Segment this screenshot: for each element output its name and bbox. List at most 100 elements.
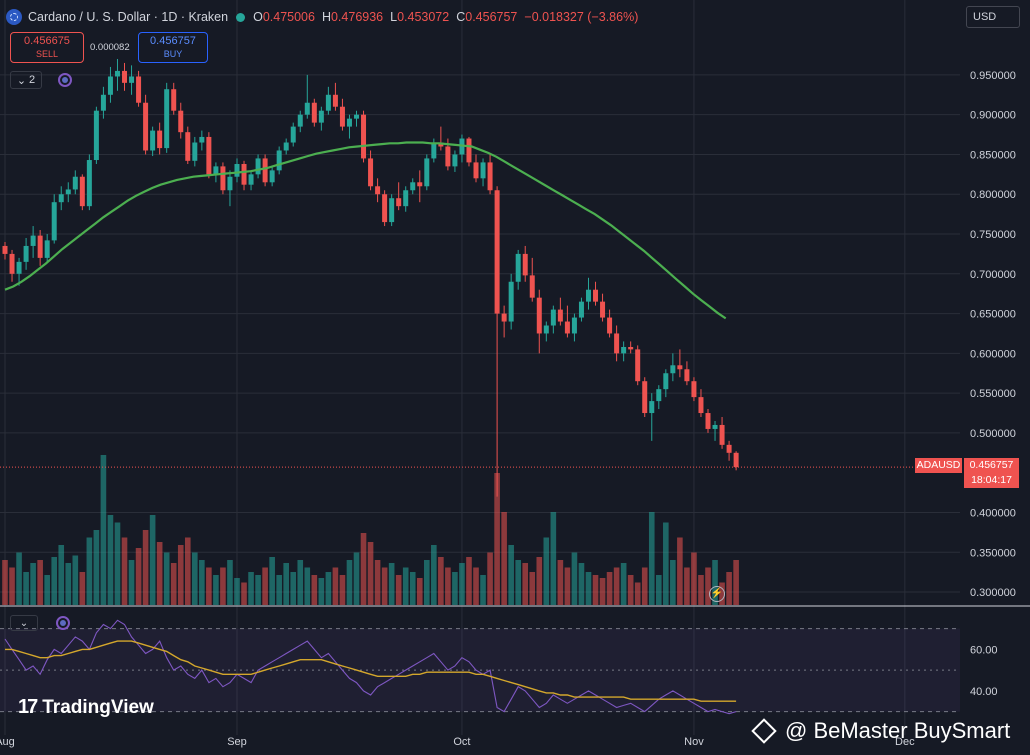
price-tick-label: 0.900000: [970, 110, 1016, 122]
volume-bar: [424, 560, 430, 605]
candle-body: [494, 190, 500, 314]
volume-bar: [634, 582, 641, 605]
time-axis: Aug Sep Oct Nov Dec: [0, 736, 915, 748]
candle-body: [51, 202, 57, 241]
volume-bar: [627, 575, 634, 605]
volume-bar: [107, 515, 114, 605]
candle-body: [375, 186, 381, 195]
volume-bar: [543, 537, 550, 605]
volume-bar: [726, 572, 732, 605]
price-tick-label: 0.600000: [970, 348, 1016, 360]
candle-body: [389, 198, 395, 223]
volume-bar: [51, 557, 58, 605]
volume-bar: [599, 578, 606, 605]
close-value: 0.456757: [465, 10, 518, 24]
volume-bar: [431, 545, 437, 605]
candle-body: [290, 126, 296, 143]
candle-body: [318, 110, 324, 123]
candle-body: [297, 114, 303, 127]
price-tick-label: 0.750000: [970, 229, 1016, 241]
lightning-icon[interactable]: ⚡: [709, 586, 725, 602]
candle-body: [621, 346, 627, 354]
volume-bar: [698, 575, 704, 605]
indicator-logo-icon[interactable]: [58, 73, 72, 87]
candle-body: [431, 142, 437, 159]
price-tick-label: 0.300000: [970, 587, 1016, 599]
volume-bar: [184, 537, 191, 605]
candle-body: [339, 106, 345, 127]
volume-bar: [550, 512, 557, 605]
low-label: L: [390, 10, 398, 24]
candle-body: [304, 102, 310, 115]
volume-bar: [93, 530, 100, 605]
rsi-collapse-toggle[interactable]: ⌄: [10, 615, 38, 631]
volume-bar: [663, 522, 669, 605]
rsi-indicator-logo-icon[interactable]: [56, 616, 70, 630]
candle-body: [726, 444, 732, 453]
candle-body: [58, 194, 64, 203]
candle-body: [487, 162, 493, 191]
volume-bar: [213, 575, 219, 605]
volume-bar: [388, 563, 395, 605]
volume-bar: [269, 557, 275, 605]
candle-body: [9, 253, 15, 274]
candle-body: [171, 89, 177, 111]
volume-bar: [466, 557, 472, 605]
volume-bar: [86, 537, 93, 605]
volume-bar: [332, 567, 339, 605]
cardano-logo-icon: [6, 9, 22, 25]
sell-button[interactable]: 0.456675 SELL: [10, 32, 84, 63]
price-axis: 0.950000 0.900000 0.850000 0.800000 0.750000…: [970, 70, 1016, 599]
volume-bar: [508, 545, 514, 605]
volume-bar: [564, 567, 571, 605]
indicator-count: 2: [29, 74, 36, 86]
price-tick-label: 0.550000: [970, 388, 1016, 400]
volume-bar: [452, 572, 458, 605]
volume-bar: [557, 560, 564, 605]
candle-body: [332, 94, 338, 107]
volume-bar: [121, 537, 128, 605]
symbol-tag: ADAUSD: [915, 458, 962, 473]
volume-bar: [571, 552, 578, 605]
candle-body: [515, 253, 521, 282]
indicators-toggle[interactable]: ⌄ 2: [10, 71, 42, 89]
candle-body: [522, 253, 528, 276]
volume-bar: [691, 552, 697, 605]
volume-bar: [318, 578, 325, 605]
price-tick-label: 0.800000: [970, 189, 1016, 201]
high-label: H: [321, 10, 331, 24]
candle-body: [368, 158, 374, 187]
candle-body: [114, 70, 120, 77]
bar-countdown: 18:04:17: [971, 474, 1012, 486]
candle-body: [325, 94, 331, 111]
candle-body: [473, 162, 479, 179]
currency-selector[interactable]: USD: [966, 6, 1020, 28]
volume-bar: [733, 560, 739, 605]
candle-body: [600, 301, 606, 318]
volume-bar: [641, 567, 648, 605]
volume-bar: [494, 473, 500, 605]
candle-body: [691, 381, 697, 398]
candle-body: [684, 369, 690, 382]
candle-body: [213, 166, 219, 175]
volume-bar: [142, 530, 149, 605]
tradingview-logo[interactable]: 17 TradingView: [18, 696, 154, 719]
volume-bar: [684, 567, 690, 605]
candle-body: [571, 317, 577, 334]
volume-bar: [220, 567, 226, 605]
volume-bar: [677, 537, 683, 605]
tradingview-mark-icon: 17: [18, 696, 38, 718]
volume-bar: [37, 560, 43, 605]
price-tick-label: 0.500000: [970, 428, 1016, 440]
candle-body: [192, 142, 198, 161]
buy-button[interactable]: 0.456757 BUY: [138, 32, 208, 63]
symbol-title[interactable]: Cardano / U. S. Dollar · 1D · Kraken: [28, 10, 229, 24]
candle-body: [107, 76, 113, 95]
volume-bar: [114, 522, 121, 605]
volume-bar: [311, 575, 318, 605]
candle-body: [656, 389, 662, 402]
candle-body: [276, 150, 282, 171]
volume-bar: [395, 575, 402, 605]
volume-bar: [72, 555, 79, 605]
